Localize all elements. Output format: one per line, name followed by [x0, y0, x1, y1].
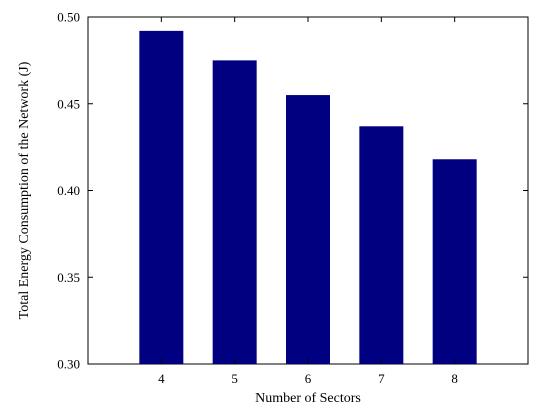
- bar-5: [212, 60, 257, 364]
- bars-group: [139, 30, 477, 365]
- y-tick-label: 0.30: [57, 357, 80, 372]
- x-axis-label: Number of Sectors: [255, 391, 361, 406]
- y-tick-label: 0.35: [57, 270, 80, 285]
- x-tick-label: 4: [158, 371, 165, 386]
- y-tick-label: 0.45: [57, 96, 80, 111]
- x-axis-ticks: 4 5 6 7 8: [158, 17, 458, 386]
- bar-7: [359, 126, 404, 365]
- y-tick-label: 0.40: [57, 183, 80, 198]
- bar-4: [139, 30, 184, 364]
- x-tick-label: 5: [231, 371, 238, 386]
- bar-8: [432, 159, 477, 364]
- x-tick-label: 7: [378, 371, 385, 386]
- y-tick-label: 0.50: [57, 10, 80, 25]
- x-tick-label: 6: [305, 371, 312, 386]
- y-axis-ticks: 0.30 0.35 0.40 0.45 0.50: [57, 10, 528, 372]
- bar-6: [286, 95, 330, 364]
- y-axis-label: Total Energy Consumption of the Network …: [17, 61, 32, 319]
- x-tick-label: 8: [451, 371, 458, 386]
